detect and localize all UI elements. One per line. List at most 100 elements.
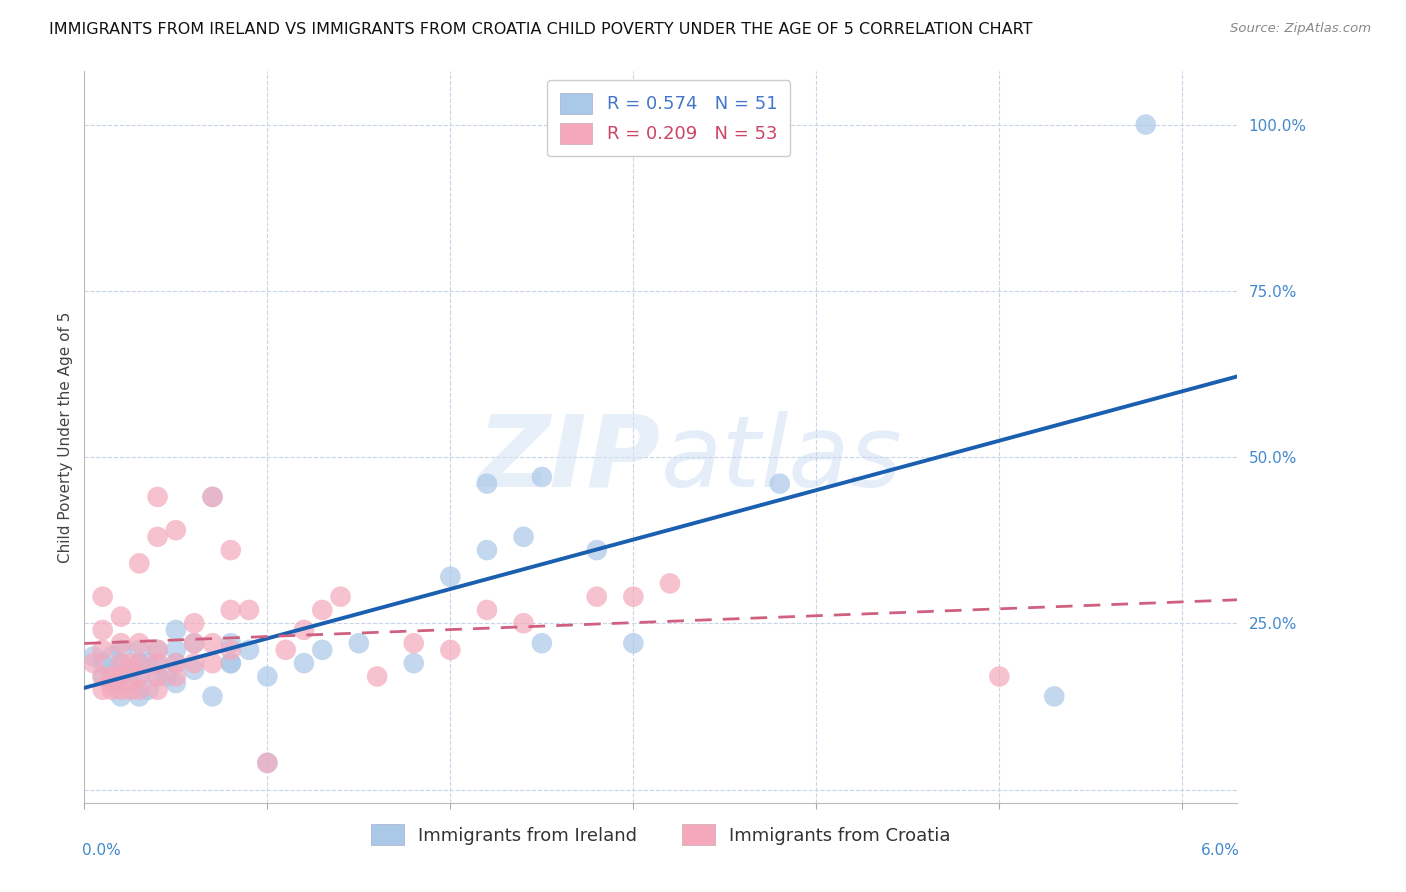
Point <box>439 643 461 657</box>
Point <box>165 643 187 657</box>
Point <box>219 636 242 650</box>
Text: ZIP: ZIP <box>478 410 661 508</box>
Point <box>274 643 297 657</box>
Point <box>138 682 160 697</box>
Point <box>201 656 224 670</box>
Point <box>183 636 205 650</box>
Point <box>512 616 534 631</box>
Point <box>165 676 187 690</box>
Point <box>256 669 278 683</box>
Text: 6.0%: 6.0% <box>1201 843 1240 858</box>
Point <box>146 669 169 683</box>
Point <box>128 656 150 670</box>
Point <box>183 656 205 670</box>
Point <box>183 616 205 631</box>
Point <box>128 682 150 697</box>
Point <box>201 490 224 504</box>
Point <box>91 623 114 637</box>
Point <box>311 643 333 657</box>
Point <box>439 570 461 584</box>
Point <box>512 530 534 544</box>
Point <box>128 690 150 704</box>
Text: IMMIGRANTS FROM IRELAND VS IMMIGRANTS FROM CROATIA CHILD POVERTY UNDER THE AGE O: IMMIGRANTS FROM IRELAND VS IMMIGRANTS FR… <box>49 22 1033 37</box>
Text: atlas: atlas <box>661 410 903 508</box>
Point <box>110 656 132 670</box>
Point <box>128 636 150 650</box>
Point <box>128 669 150 683</box>
Point <box>585 590 607 604</box>
Point <box>120 663 142 677</box>
Point <box>238 643 260 657</box>
Point <box>91 669 114 683</box>
Point <box>1135 118 1157 132</box>
Point <box>146 682 169 697</box>
Point <box>165 656 187 670</box>
Point <box>165 656 187 670</box>
Y-axis label: Child Poverty Under the Age of 5: Child Poverty Under the Age of 5 <box>58 311 73 563</box>
Point <box>128 669 150 683</box>
Point <box>402 656 425 670</box>
Point <box>146 656 169 670</box>
Point <box>110 636 132 650</box>
Point <box>183 663 205 677</box>
Point <box>128 643 150 657</box>
Point <box>183 636 205 650</box>
Point <box>83 649 105 664</box>
Point <box>621 636 644 650</box>
Point <box>165 669 187 683</box>
Point <box>165 623 187 637</box>
Point <box>585 543 607 558</box>
Point <box>219 656 242 670</box>
Point <box>219 643 242 657</box>
Point <box>621 590 644 604</box>
Point <box>110 682 132 697</box>
Point <box>101 669 124 683</box>
Point <box>101 676 124 690</box>
Point <box>138 656 160 670</box>
Point <box>219 543 242 558</box>
Point <box>769 476 792 491</box>
Point <box>988 669 1011 683</box>
Point <box>91 656 114 670</box>
Legend: Immigrants from Ireland, Immigrants from Croatia: Immigrants from Ireland, Immigrants from… <box>364 817 957 852</box>
Point <box>101 663 124 677</box>
Point <box>146 669 169 683</box>
Point <box>475 476 498 491</box>
Point <box>201 690 224 704</box>
Point <box>219 656 242 670</box>
Point <box>402 636 425 650</box>
Point <box>110 643 132 657</box>
Point <box>146 643 169 657</box>
Point <box>256 756 278 770</box>
Point <box>238 603 260 617</box>
Point <box>110 669 132 683</box>
Point <box>128 557 150 571</box>
Point <box>83 656 105 670</box>
Point <box>530 636 553 650</box>
Text: 0.0%: 0.0% <box>82 843 121 858</box>
Point <box>201 490 224 504</box>
Point <box>110 609 132 624</box>
Point <box>347 636 370 650</box>
Point <box>128 656 150 670</box>
Point <box>530 470 553 484</box>
Point <box>91 682 114 697</box>
Point <box>256 756 278 770</box>
Point <box>292 623 315 637</box>
Point <box>165 523 187 537</box>
Point <box>659 576 682 591</box>
Point <box>120 676 142 690</box>
Point <box>91 590 114 604</box>
Point <box>292 656 315 670</box>
Point <box>475 543 498 558</box>
Point <box>110 669 132 683</box>
Point <box>201 636 224 650</box>
Point <box>219 603 242 617</box>
Point <box>110 656 132 670</box>
Point <box>146 530 169 544</box>
Point <box>475 603 498 617</box>
Point <box>1043 690 1066 704</box>
Point <box>91 643 114 657</box>
Point <box>101 682 124 697</box>
Point <box>366 669 388 683</box>
